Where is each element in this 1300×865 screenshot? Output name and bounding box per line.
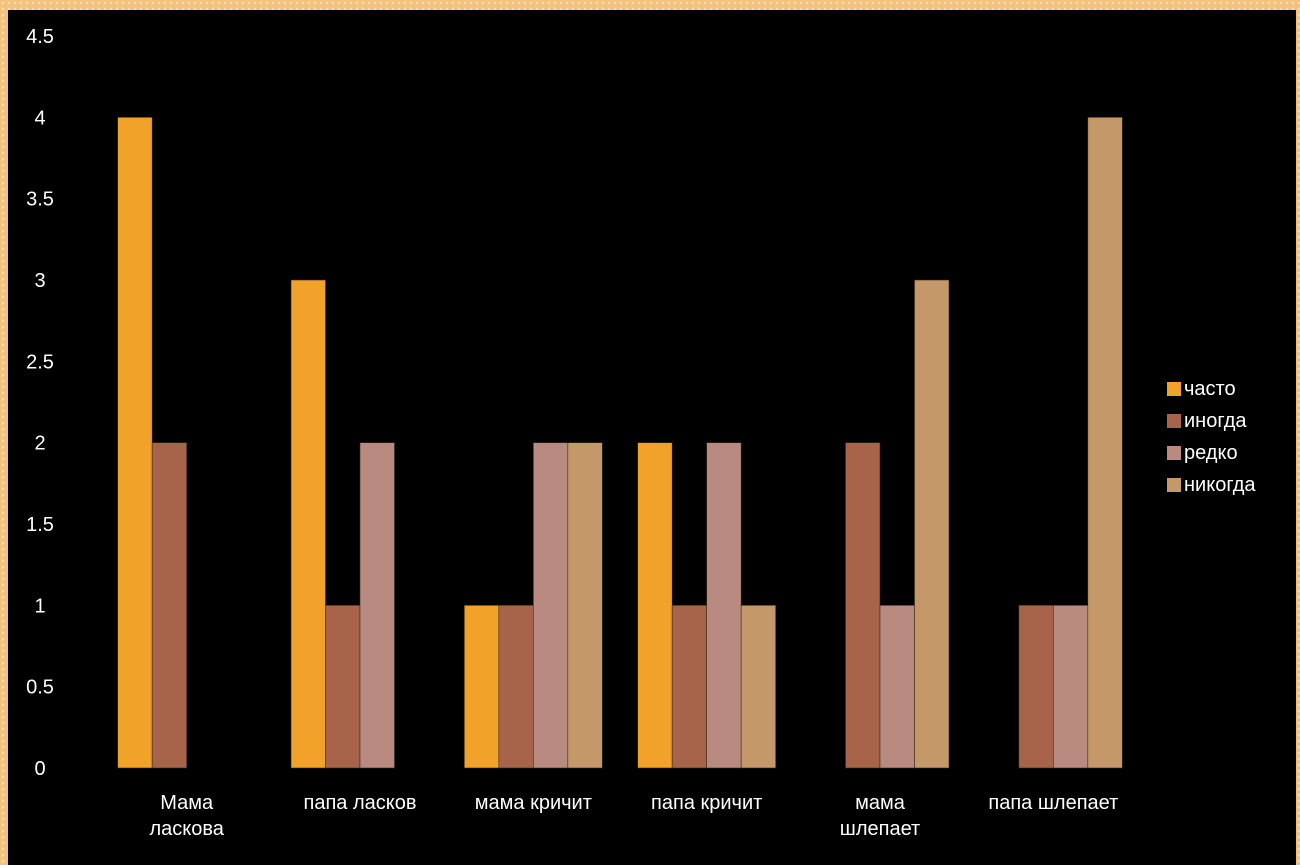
y-tick-label: 4.5 [26,26,54,48]
bar [359,442,395,769]
y-axis: 0 0.5 1 1.5 2 2.5 3 3.5 4 4.5 [26,26,54,780]
y-tick-label: 1 [34,595,45,617]
y-tick-label: 3 [34,270,45,292]
bar [464,605,500,769]
y-tick-label: 0 [34,758,45,780]
bar [533,442,569,769]
x-category-label-line: шлепает [840,818,920,840]
x-axis: Мама ласкова папа ласков мама кричит папа кр… [149,792,1118,840]
x-category-label-line: мама кричит [475,792,592,814]
legend-label: редко [1184,442,1238,464]
legend-label: часто [1184,378,1236,400]
legend-swatch [1167,478,1181,492]
x-category-label-line: папа ласков [304,792,417,814]
x-category-label: папа шлепает [988,792,1118,814]
y-tick-label: 3.5 [26,189,54,211]
chart-panel: 0 0.5 1 1.5 2 2.5 3 3.5 4 4.5 Мама ласкова папа лас… [8,10,1296,865]
y-tick-label: 1.5 [26,514,54,536]
legend-label: иногда [1184,410,1247,432]
bar [845,442,881,769]
bar [1087,117,1123,769]
x-category-label-line: Мама [160,792,214,814]
bars [117,117,1123,769]
bar [637,442,673,769]
x-category-label: мама кричит [475,792,592,814]
bar [706,442,742,769]
bar [914,279,950,769]
legend-swatch [1167,414,1181,428]
legend-label: никогда [1184,474,1256,496]
bar [567,442,603,769]
x-category-label-line: мама [855,792,906,814]
y-tick-label: 2 [34,433,45,455]
x-category-label-line: папа кричит [651,792,762,814]
x-category-label: Мама ласкова [149,792,224,840]
x-category-label: мама шлепает [840,792,920,840]
bar [879,605,915,769]
bar [1053,605,1089,769]
x-category-label: папа ласков [304,792,417,814]
x-category-label-line: ласкова [149,818,224,840]
legend-swatch [1167,382,1181,396]
y-tick-label: 2.5 [26,351,54,373]
bar [498,605,534,769]
legend: часто иногда редко никогда [1167,378,1256,496]
bar [117,117,153,769]
bar [151,442,187,769]
y-tick-label: 4 [34,107,45,129]
legend-swatch [1167,446,1181,460]
bar [290,279,326,769]
x-category-label: папа кричит [651,792,762,814]
bar-chart: 0 0.5 1 1.5 2 2.5 3 3.5 4 4.5 Мама ласкова папа лас… [26,26,1256,840]
bar [671,605,707,769]
bar [325,605,361,769]
y-tick-label: 0.5 [26,677,54,699]
bar [740,605,776,769]
bar [1018,605,1054,769]
x-category-label-line: папа шлепает [988,792,1118,814]
